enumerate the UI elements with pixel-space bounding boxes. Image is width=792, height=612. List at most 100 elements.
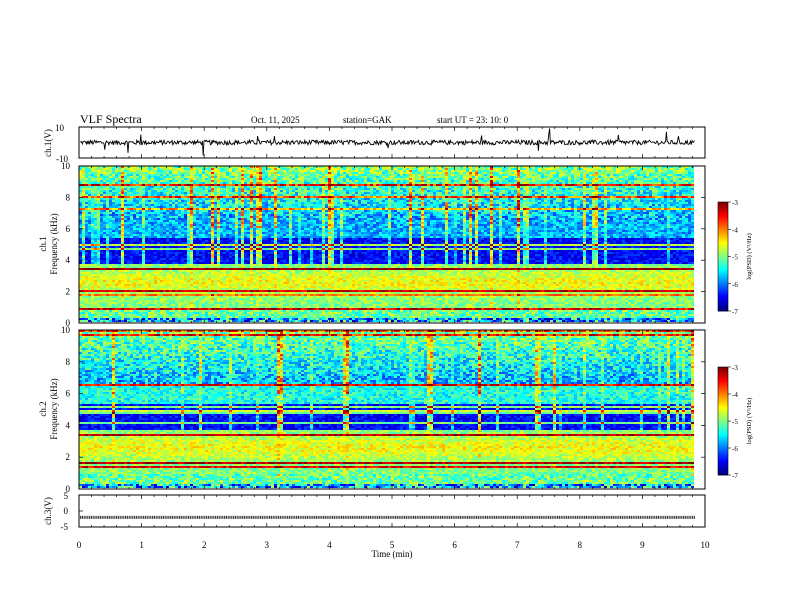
spectrogram-cell <box>283 174 286 176</box>
spectrogram-cell <box>523 176 526 178</box>
spectrogram-cell <box>169 174 172 176</box>
spectrogram-cell <box>199 174 202 176</box>
station-label: station=GAK <box>343 115 392 125</box>
spectrogram-cell <box>214 172 217 174</box>
spectrogram-cell <box>259 182 262 184</box>
spectrogram-cell <box>571 188 574 190</box>
spectrogram-cell <box>472 200 475 202</box>
spectrogram-cell <box>469 180 472 182</box>
spectrogram-cell <box>397 192 400 194</box>
spectrogram-cell <box>610 184 613 186</box>
spectrogram-cell <box>676 204 679 206</box>
spectrogram-cell <box>355 204 358 206</box>
spectrogram-cell <box>142 178 145 180</box>
spectrogram-cell <box>211 188 214 190</box>
spectrogram-cell <box>106 202 109 204</box>
spectrogram-cell <box>592 176 595 178</box>
spectrogram-cell <box>307 196 310 198</box>
spectrogram-cell <box>664 192 667 194</box>
spectrogram-cell <box>268 190 271 192</box>
spectrogram-cell <box>112 192 115 194</box>
spectrogram-cell <box>97 172 100 174</box>
spectrogram-cell <box>298 182 301 184</box>
spectrogram-cell <box>268 168 271 170</box>
spectrogram-cell <box>574 204 577 206</box>
spectrogram-cell <box>610 210 613 212</box>
spectrogram-cell <box>583 166 586 168</box>
spectrogram-cell <box>643 208 646 210</box>
spectrogram-cell <box>163 194 166 196</box>
spectrogram-cell <box>298 168 301 170</box>
spectrogram-cell <box>247 174 250 176</box>
spectrogram-cell <box>85 176 88 178</box>
spectrogram-cell <box>691 206 694 208</box>
spectrogram-cell <box>592 184 595 186</box>
spectrogram-cell <box>469 188 472 190</box>
spectrogram-cell <box>403 198 406 200</box>
spectrogram-cell <box>550 184 553 186</box>
spectrogram-cell <box>370 208 373 210</box>
spectrogram-cell <box>313 196 316 198</box>
spectrogram-cell <box>325 194 328 196</box>
spectrogram-cell <box>202 208 205 210</box>
spectrogram-cell <box>547 182 550 184</box>
spectrogram-cell <box>526 196 529 198</box>
spectrogram-cell <box>511 174 514 176</box>
spectrogram-cell <box>172 188 175 190</box>
spectrogram-cell <box>127 182 130 184</box>
spectrogram-cell <box>211 178 214 180</box>
spectrogram-cell <box>91 200 94 202</box>
spectrogram-cell <box>283 200 286 202</box>
spectrogram-cell <box>349 172 352 174</box>
spectrogram-cell <box>457 178 460 180</box>
spectrogram-cell <box>340 204 343 206</box>
spectrogram-cell <box>517 202 520 204</box>
spectrogram-cell <box>442 194 445 196</box>
spectrogram-cell <box>487 188 490 190</box>
spectrogram-cell <box>160 172 163 174</box>
spectrogram-cell <box>358 202 361 204</box>
spectrogram-cell <box>472 212 475 214</box>
spectrogram-cell <box>562 182 565 184</box>
spectrogram-cell <box>259 188 262 190</box>
spectrogram-cell <box>511 188 514 190</box>
spectrogram-cell <box>181 190 184 192</box>
spectrogram-cell <box>607 180 610 182</box>
spectrogram-cell <box>502 192 505 194</box>
spectrogram-cell <box>319 204 322 206</box>
spectrogram-cell <box>643 190 646 192</box>
spectrogram-cell <box>595 168 598 170</box>
spectrogram-cell <box>355 178 358 180</box>
spectrogram-cell <box>115 190 118 192</box>
spectrogram-cell <box>568 174 571 176</box>
spectrogram-cell <box>583 192 586 194</box>
spectrogram-cell <box>442 188 445 190</box>
spectrogram-cell <box>202 188 205 190</box>
spectrogram-cell <box>193 172 196 174</box>
spectrogram-cell <box>415 186 418 188</box>
spectrogram-cell <box>121 170 124 172</box>
spectrogram-cell <box>226 170 229 172</box>
spectrogram-cell <box>658 198 661 200</box>
spectrogram-cell <box>181 176 184 178</box>
spectrogram-cell <box>211 212 214 214</box>
spectrogram-cell <box>448 206 451 208</box>
spectrogram-cell <box>637 202 640 204</box>
spectrogram-cell <box>160 204 163 206</box>
spectrogram-cell <box>550 206 553 208</box>
spectrogram-cell <box>667 184 670 186</box>
spectrogram-cell <box>367 188 370 190</box>
spectrogram-cell <box>139 210 142 212</box>
spectrogram-cell <box>502 166 505 168</box>
spectrogram-cell <box>550 190 553 192</box>
spectrogram-cell <box>676 176 679 178</box>
spectrogram-cell <box>493 202 496 204</box>
spectrogram-cell <box>370 204 373 206</box>
spectrogram-cell <box>124 174 127 176</box>
spectrogram-cell <box>475 204 478 206</box>
spectrogram-cell <box>160 210 163 212</box>
spectrogram-cell <box>616 172 619 174</box>
spectrogram-cell <box>412 174 415 176</box>
spectrogram-cell <box>550 200 553 202</box>
spectrogram-cell <box>622 184 625 186</box>
